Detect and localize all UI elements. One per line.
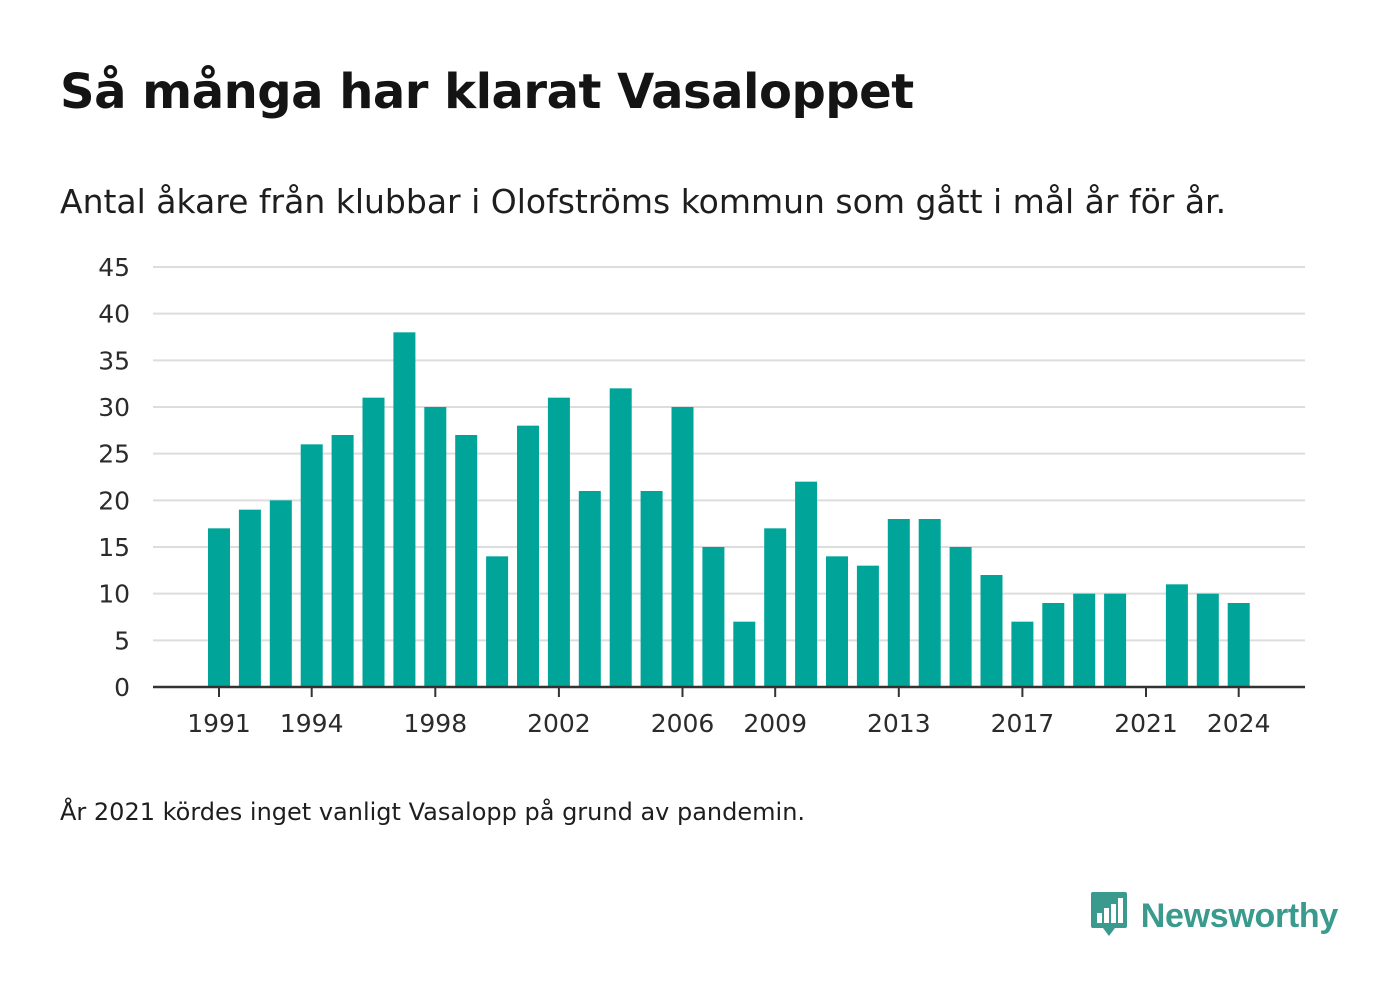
bar-2019 [1073,593,1096,687]
y-tick-label-30: 30 [98,393,130,422]
bar-1992 [238,509,261,687]
y-tick-label-25: 25 [98,440,130,469]
bar-2008 [733,621,756,687]
gridlines [153,266,1305,642]
x-tick-label-2006: 2006 [651,709,715,738]
bar-chart: 0 5 10 15 20 25 30 35 40 45 1991 1994 1998 2002 2006 2… [98,253,1305,738]
bar-1998 [424,407,447,687]
bar-2005 [640,491,663,687]
bar-2010 [795,481,818,687]
bar-1996 [362,397,385,687]
y-tick-label-0: 0 [114,673,130,702]
bar-2007 [702,547,725,687]
bar-2012 [856,565,879,687]
y-tick-label-5: 5 [114,626,130,655]
x-tick-label-1991: 1991 [187,709,251,738]
bar-1995 [331,435,354,687]
bar-2014 [918,519,941,687]
bar-2001 [517,425,539,687]
chart-subtitle: Antal åkare från klubbar i Olofströms ko… [60,182,1227,221]
y-tick-label-15: 15 [98,533,130,562]
footnote: År 2021 kördes inget vanligt Vasalopp på… [60,798,806,826]
y-tick-label-40: 40 [98,300,130,329]
bar-2024 [1227,603,1250,687]
bar-1991 [208,528,230,687]
x-axis [153,685,1305,697]
x-tick-label-1998: 1998 [403,709,467,738]
bar-2000 [486,556,509,687]
bar-2004 [609,388,632,687]
bar-2018 [1042,603,1065,687]
bar-1993 [269,500,292,687]
x-tick-label-2013: 2013 [867,709,931,738]
y-axis-tick-labels: 0 5 10 15 20 25 30 35 40 45 [98,253,130,702]
bar-2009 [764,528,787,687]
bar-2023 [1196,593,1219,687]
bar-2006 [671,407,694,687]
bar-1997 [393,332,416,687]
bar-2017 [1011,621,1034,687]
x-tick-label-2002: 2002 [527,709,591,738]
y-tick-label-20: 20 [98,486,130,515]
y-tick-label-45: 45 [98,253,130,282]
y-tick-label-10: 10 [98,580,130,609]
brand-name: Newsworthy [1140,896,1339,935]
y-tick-label-35: 35 [98,346,130,375]
bar-2003 [578,491,601,687]
chart-title: Så många har klarat Vasaloppet [60,64,914,120]
x-tick-label-2021: 2021 [1114,709,1178,738]
bar-2015 [949,547,972,687]
bar-2002 [547,397,570,687]
bar-2016 [980,575,1003,687]
bars [208,332,1250,687]
bar-2011 [826,556,848,687]
x-axis-tick-labels: 1991 1994 1998 2002 2006 2009 2013 2017 2021 2024 [187,709,1270,738]
x-tick-label-2017: 2017 [991,709,1055,738]
brand-logo[interactable]: Newsworthy [1089,890,1338,942]
x-tick-label-2009: 2009 [743,709,807,738]
bar-2020 [1104,593,1127,687]
bar-2022 [1165,584,1188,687]
bar-1994 [300,444,323,687]
newsworthy-chart-bubble-icon [1089,890,1129,942]
x-tick-label-2024: 2024 [1207,709,1271,738]
bar-2013 [887,519,910,687]
x-tick-label-1994: 1994 [280,709,344,738]
bar-1999 [455,435,478,687]
